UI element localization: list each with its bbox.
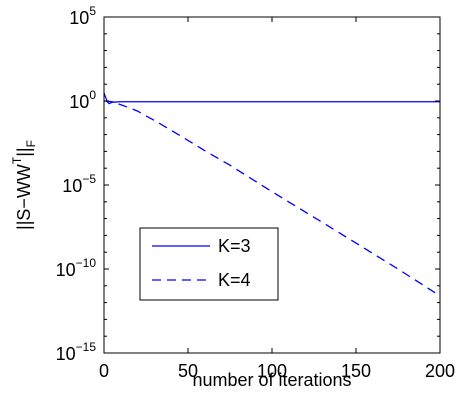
x-tick-label: 100: [257, 361, 287, 381]
y-tick-label: 10−15: [56, 340, 97, 364]
series-line-k-3: [104, 92, 440, 105]
y-tick-label: 10−5: [62, 172, 96, 196]
y-tick-label: 105: [69, 4, 96, 28]
legend-box: [139, 227, 279, 301]
x-tick-label: 200: [425, 361, 455, 381]
x-tick-label: 50: [178, 361, 198, 381]
series-line-k-4: [104, 100, 440, 297]
y-tick-label: 10−10: [56, 256, 97, 280]
x-tick-label: 150: [341, 361, 371, 381]
legend-label: K=3: [218, 236, 251, 256]
plot-area: [103, 16, 441, 354]
legend-label: K=4: [218, 270, 251, 290]
x-axis-label: number of iterations: [192, 370, 351, 390]
y-tick-label: 100: [69, 88, 96, 112]
x-tick-label: 0: [99, 361, 109, 381]
y-axis-label-text: ||S−WWT||F: [10, 140, 38, 230]
y-axis-label: ||S−WWT||F: [10, 140, 38, 230]
axis-ticks: 0 50 100 150 200 10−15 10−10 10−5 100 105: [56, 4, 455, 381]
legend: K=3 K=4: [139, 227, 279, 301]
